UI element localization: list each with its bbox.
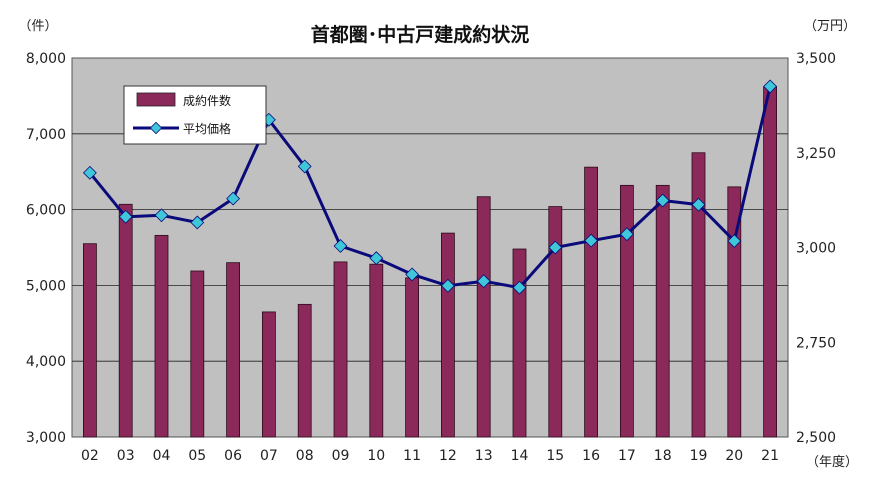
bar [441,233,454,437]
x-tick-label: 05 [188,448,206,464]
x-tick-label: 20 [725,448,743,464]
right-tick-label: 2,500 [796,430,836,446]
left-tick-label: 3,000 [26,430,66,446]
x-tick-label: 06 [224,448,242,464]
right-tick-label: 2,750 [796,335,836,351]
x-tick-label: 08 [296,448,314,464]
x-tick-label: 12 [439,448,457,464]
x-tick-label: 02 [81,448,99,464]
x-axis-unit: （年度） [806,454,858,470]
bar [477,197,490,437]
bar [155,235,168,437]
bar [585,167,598,437]
bar [227,263,240,437]
right-axis-ticks: 2,500 2,750 3,000 3,250 3,500 [796,51,836,446]
bar [370,264,383,437]
bar [764,87,777,437]
bar [656,185,669,437]
x-tick-label: 14 [511,448,529,464]
bar [298,304,311,437]
left-tick-label: 7,000 [26,127,66,143]
x-tick-label: 21 [761,448,779,464]
legend-line-label: 平均価格 [183,121,231,136]
left-axis-unit: （件） [18,19,57,34]
bar [334,262,347,437]
x-tick-label: 13 [475,448,493,464]
bar [83,244,96,437]
legend: 成約件数 平均価格 [124,86,266,144]
x-tick-label: 09 [332,448,350,464]
right-axis-unit: （万円） [804,19,856,34]
x-axis-ticks: 02 03 04 05 06 07 08 09 10 11 12 13 14 15 16 17 18 19 20 21 [81,448,779,464]
x-tick-label: 07 [260,448,278,464]
right-tick-label: 3,000 [796,241,836,257]
left-tick-label: 5,000 [26,278,66,294]
bar [620,185,633,437]
bar [513,249,526,437]
left-tick-label: 4,000 [26,354,66,370]
legend-bar-label: 成約件数 [183,93,231,108]
x-tick-label: 19 [690,448,708,464]
x-tick-label: 11 [403,448,421,464]
bar [119,204,132,437]
x-tick-label: 17 [618,448,636,464]
x-tick-label: 03 [117,448,135,464]
bar [406,278,419,437]
left-axis-ticks: 3,000 4,000 5,000 6,000 7,000 8,000 [26,51,66,446]
x-tick-label: 15 [546,448,564,464]
chart-title: 首都圏･中古戸建成約状況 [311,23,530,46]
right-tick-label: 3,250 [796,146,836,162]
x-tick-label: 18 [654,448,672,464]
bar [692,153,705,437]
left-tick-label: 8,000 [26,51,66,67]
x-tick-label: 10 [367,448,385,464]
x-tick-label: 04 [153,448,171,464]
x-tick-label: 16 [582,448,600,464]
left-tick-label: 6,000 [26,203,66,219]
right-tick-label: 3,500 [796,51,836,67]
bar [262,312,275,437]
legend-bar-swatch [137,93,175,106]
bar [191,271,204,437]
